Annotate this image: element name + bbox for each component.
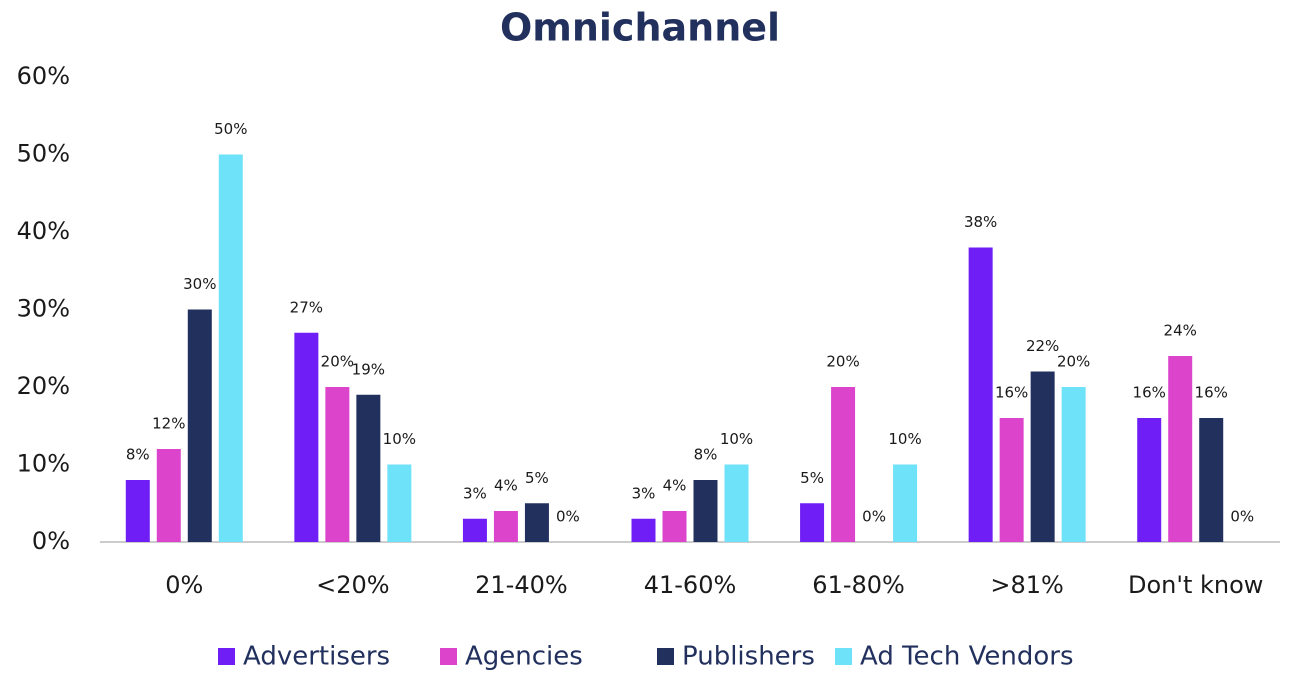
x-tick-label: 0% xyxy=(165,571,203,599)
data-label: 5% xyxy=(800,469,824,487)
bar xyxy=(1061,387,1086,542)
y-tick-label: 50% xyxy=(17,140,70,168)
data-label: 16% xyxy=(995,384,1028,402)
bar xyxy=(218,154,243,542)
data-label: 12% xyxy=(152,415,185,433)
legend-swatch xyxy=(440,648,457,665)
bar xyxy=(493,511,518,542)
data-label: 20% xyxy=(1057,353,1090,371)
bar xyxy=(1137,418,1162,542)
data-label: 20% xyxy=(321,353,354,371)
bar xyxy=(187,309,212,542)
legend-swatch xyxy=(835,648,852,665)
bar xyxy=(662,511,687,542)
data-label: 20% xyxy=(826,353,859,371)
bar xyxy=(893,464,918,542)
data-label: 4% xyxy=(494,477,518,495)
bar xyxy=(356,394,381,542)
bar xyxy=(999,418,1024,542)
data-label: 0% xyxy=(1230,508,1254,526)
bar xyxy=(125,480,150,542)
x-tick-label: 41-60% xyxy=(644,571,737,599)
bar xyxy=(1168,356,1193,542)
y-tick-label: 30% xyxy=(17,295,70,323)
y-tick-label: 20% xyxy=(17,372,70,400)
legend-label: Agencies xyxy=(465,642,583,672)
data-label: 38% xyxy=(964,213,997,231)
x-tick-label: 21-40% xyxy=(475,571,568,599)
data-label: 10% xyxy=(720,430,753,448)
bar xyxy=(800,503,825,542)
y-tick-label: 10% xyxy=(17,450,70,478)
data-label: 3% xyxy=(463,484,487,502)
bar xyxy=(1199,418,1224,542)
data-label: 0% xyxy=(556,508,580,526)
bar xyxy=(156,449,181,542)
data-label: 50% xyxy=(214,120,247,138)
y-tick-label: 0% xyxy=(32,527,70,555)
data-label: 10% xyxy=(888,430,921,448)
data-label: 27% xyxy=(290,298,323,316)
data-label: 16% xyxy=(1195,384,1228,402)
legend-swatch xyxy=(218,648,235,665)
data-label: 3% xyxy=(632,484,656,502)
bar xyxy=(724,464,749,542)
data-label: 19% xyxy=(352,360,385,378)
chart-title: Omnichannel xyxy=(500,6,780,50)
data-label: 24% xyxy=(1164,322,1197,340)
legend-label: Ad Tech Vendors xyxy=(860,642,1073,672)
bar xyxy=(968,247,993,542)
data-label: 16% xyxy=(1133,384,1166,402)
bar xyxy=(325,387,350,542)
data-label: 0% xyxy=(862,508,886,526)
y-tick-label: 60% xyxy=(17,62,70,90)
bar xyxy=(462,518,487,542)
legend-swatch xyxy=(657,648,674,665)
bar xyxy=(631,518,656,542)
bar xyxy=(1030,371,1055,542)
legend-label: Advertisers xyxy=(243,642,390,672)
x-tick-label: 61-80% xyxy=(812,571,905,599)
data-label: 30% xyxy=(183,275,216,293)
y-tick-label: 40% xyxy=(17,217,70,245)
data-label: 10% xyxy=(383,430,416,448)
bar xyxy=(693,480,718,542)
x-tick-label: <20% xyxy=(316,571,389,599)
data-label: 22% xyxy=(1026,337,1059,355)
x-tick-label: Don't know xyxy=(1128,571,1263,599)
data-label: 5% xyxy=(525,469,549,487)
bar xyxy=(831,387,856,542)
bar xyxy=(294,332,319,542)
data-label: 8% xyxy=(694,446,718,464)
data-label: 4% xyxy=(663,477,687,495)
data-label: 8% xyxy=(126,446,150,464)
legend-label: Publishers xyxy=(682,642,815,672)
bar xyxy=(387,464,412,542)
bar xyxy=(524,503,549,542)
x-tick-label: >81% xyxy=(990,571,1063,599)
